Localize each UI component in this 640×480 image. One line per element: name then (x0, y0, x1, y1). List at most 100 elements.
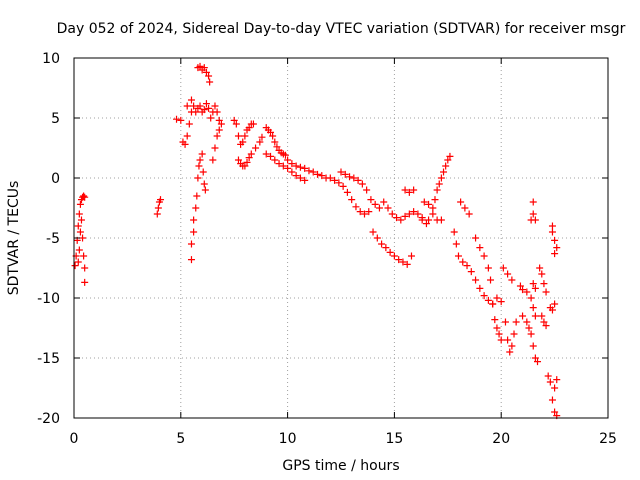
data-point (343, 188, 351, 196)
data-point (487, 276, 495, 284)
data-point (531, 216, 539, 224)
data-point (403, 260, 411, 268)
data-point (553, 376, 561, 384)
data-point (489, 300, 497, 308)
data-point (76, 228, 84, 236)
data-point (192, 108, 200, 116)
data-point (193, 192, 201, 200)
data-point (292, 172, 300, 180)
data-point (74, 258, 82, 266)
data-point (393, 214, 401, 222)
data-point (187, 256, 195, 264)
data-point (356, 208, 364, 216)
x-axis: 0 5 10 15 20 25 (70, 58, 617, 447)
data-point (405, 210, 413, 218)
data-point (288, 160, 296, 168)
data-point (433, 186, 441, 194)
data-point (375, 204, 383, 212)
data-point (314, 170, 322, 178)
data-point (516, 282, 524, 290)
data-point (190, 216, 198, 224)
data-point (77, 216, 85, 224)
data-point (273, 143, 281, 151)
data-point (531, 354, 539, 362)
data-point (341, 170, 349, 178)
data-point (527, 330, 535, 338)
data-point (269, 132, 277, 140)
data-point (213, 132, 221, 140)
data-point (501, 318, 509, 326)
data-point (245, 154, 253, 162)
data-point (79, 234, 87, 242)
data-point (241, 132, 249, 140)
data-point (463, 262, 471, 270)
data-point (190, 102, 198, 110)
data-point (525, 324, 533, 332)
data-point (548, 306, 556, 314)
data-point (425, 200, 433, 208)
data-point (348, 196, 356, 204)
data-point (230, 116, 238, 124)
data-point (350, 174, 358, 182)
data-point (386, 248, 394, 256)
data-point (480, 252, 488, 260)
data-point (157, 196, 165, 204)
data-point (461, 204, 469, 212)
data-point (187, 96, 195, 104)
data-point (497, 336, 505, 344)
data-point (195, 162, 203, 170)
data-marks (71, 62, 561, 420)
data-point (154, 204, 162, 212)
data-point (529, 198, 537, 206)
data-point (531, 284, 539, 292)
data-point (201, 186, 209, 194)
data-point (75, 210, 83, 218)
data-point (429, 210, 437, 218)
data-point (199, 168, 207, 176)
x-tick-label: 15 (385, 431, 403, 447)
data-point (296, 163, 304, 171)
data-point (331, 176, 339, 184)
data-point (185, 120, 193, 128)
y-axis-label: SDTVAR / TECUs (6, 181, 22, 296)
data-point (484, 296, 492, 304)
x-tick-label: 10 (279, 431, 297, 447)
data-point (292, 162, 300, 170)
data-point (512, 318, 520, 326)
data-point (476, 244, 484, 252)
data-point (200, 64, 208, 72)
grid (74, 58, 608, 418)
data-point (279, 162, 287, 170)
data-point (450, 228, 458, 236)
y-tick-label: -20 (37, 411, 60, 427)
data-point (410, 208, 418, 216)
data-point (202, 100, 210, 108)
data-point (301, 176, 309, 184)
data-point (429, 204, 437, 212)
data-point (211, 144, 219, 152)
data-point (71, 262, 79, 270)
data-point (504, 336, 512, 344)
data-point (288, 168, 296, 176)
data-point (395, 256, 403, 264)
data-point (183, 132, 191, 140)
data-point (262, 150, 270, 158)
data-point (442, 162, 450, 170)
data-point (281, 151, 289, 159)
data-point (538, 312, 546, 320)
data-point (234, 156, 242, 164)
y-axis: -20 -15 -10 -5 0 5 10 (37, 51, 608, 427)
data-point (529, 304, 537, 312)
data-point (493, 324, 501, 332)
data-point (183, 102, 191, 110)
data-point (493, 294, 501, 302)
x-tick-label: 0 (70, 431, 79, 447)
data-point (437, 216, 445, 224)
data-point (234, 132, 242, 140)
data-point (81, 193, 89, 201)
data-point (209, 156, 217, 164)
data-point (529, 280, 537, 288)
data-point (506, 348, 514, 356)
data-point (454, 252, 462, 260)
